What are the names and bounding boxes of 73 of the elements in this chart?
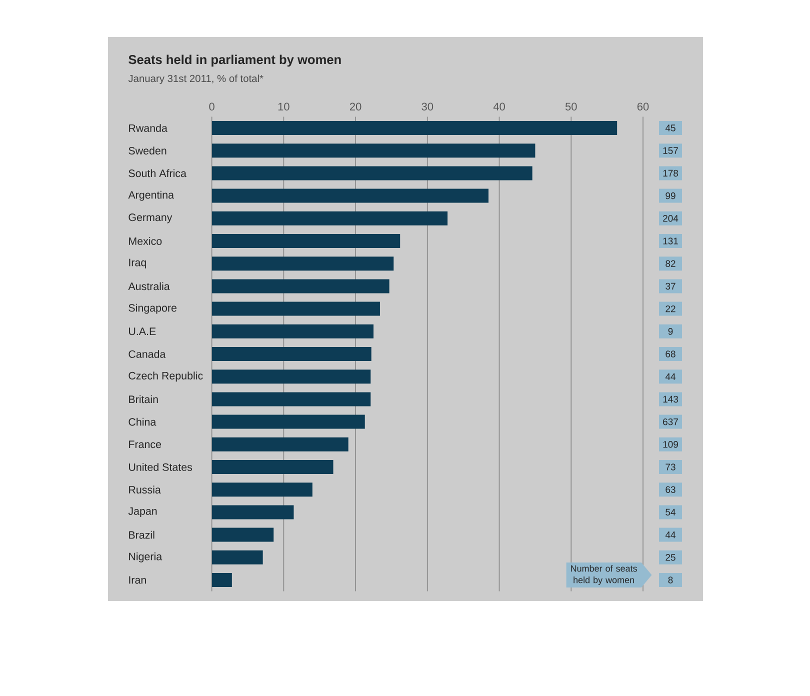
y-tick-label: Sweden: [128, 146, 166, 155]
y-tick-label: Rwanda: [129, 124, 168, 132]
data-label: 22: [666, 305, 676, 312]
data-label: 44: [665, 373, 676, 380]
y-tick-label: Japan: [128, 507, 157, 517]
x-tick-label: 10: [278, 102, 290, 110]
y-tick-label: Singapore: [128, 304, 176, 314]
data-label: 8: [668, 576, 673, 584]
data-label: 204: [663, 215, 678, 222]
y-tick-label: Britain: [129, 395, 158, 404]
bar: [212, 573, 232, 588]
y-tick-label: Iraq: [129, 258, 146, 268]
bar: [212, 528, 274, 542]
y-tick-label: Brazil: [129, 530, 154, 539]
bar: [212, 460, 334, 474]
bar: [212, 211, 448, 226]
x-tick-label: 30: [422, 102, 434, 110]
data-label: 44: [665, 532, 676, 538]
y-tick-label: Russia: [129, 486, 161, 494]
x-tick-label: 0: [209, 102, 214, 110]
y-tick-label: United States: [129, 463, 192, 471]
data-label: 157: [663, 147, 678, 154]
bar: [212, 414, 365, 429]
data-label: 37: [666, 282, 676, 290]
y-tick-label: Canada: [128, 350, 166, 358]
bar: [212, 437, 348, 452]
data-label: 68: [666, 350, 676, 358]
bar: [212, 279, 390, 294]
data-label: 63: [666, 486, 676, 493]
bar: [212, 256, 394, 271]
bar: [212, 302, 380, 316]
bar: [212, 188, 488, 203]
bar: [212, 370, 371, 384]
data-label: 131: [663, 238, 678, 244]
y-tick-label: Argentina: [128, 190, 174, 201]
y-tick-label: Iran: [129, 576, 146, 584]
bar: [212, 234, 400, 248]
chart-title: Seats held in parliament by women: [128, 54, 341, 67]
data-label: 9: [668, 328, 673, 335]
bar: [212, 505, 294, 520]
data-label: 82: [666, 260, 676, 267]
y-tick-label: South Africa: [128, 169, 186, 178]
y-tick-label: China: [128, 418, 156, 426]
y-tick-label: France: [129, 440, 162, 448]
data-label: 178: [663, 170, 678, 177]
y-tick-label: Germany: [128, 214, 172, 224]
y-tick-label: Mexico: [129, 237, 162, 245]
bar: [212, 324, 374, 338]
bar: [212, 482, 312, 497]
data-label: 45: [665, 124, 676, 132]
x-tick-label: 50: [565, 102, 577, 110]
bar: [212, 392, 371, 406]
y-tick-label: U.A.E: [129, 328, 156, 336]
x-tick-label: 60: [637, 102, 649, 110]
y-tick-label: Australia: [128, 282, 170, 290]
data-label: 99: [666, 192, 676, 200]
data-label: 25: [666, 554, 676, 561]
data-label: 637: [663, 418, 678, 426]
x-tick-label: 40: [493, 102, 505, 110]
data-label: 54: [666, 508, 676, 516]
bar: [212, 166, 532, 180]
x-tick-label: 20: [350, 102, 362, 110]
bar: [212, 144, 536, 158]
y-tick-label: Nigeria: [129, 552, 162, 562]
y-tick-label: Czech Republic: [128, 372, 203, 382]
data-label: 143: [663, 396, 678, 403]
chart-subtitle: January 31st 2011, % of total*: [128, 74, 264, 84]
data-label: 73: [666, 464, 676, 470]
data-label: 109: [663, 441, 678, 448]
bar: [212, 550, 263, 564]
text: Number of seats held by women: [571, 565, 637, 585]
bar: [212, 347, 372, 361]
bar: [212, 121, 618, 135]
